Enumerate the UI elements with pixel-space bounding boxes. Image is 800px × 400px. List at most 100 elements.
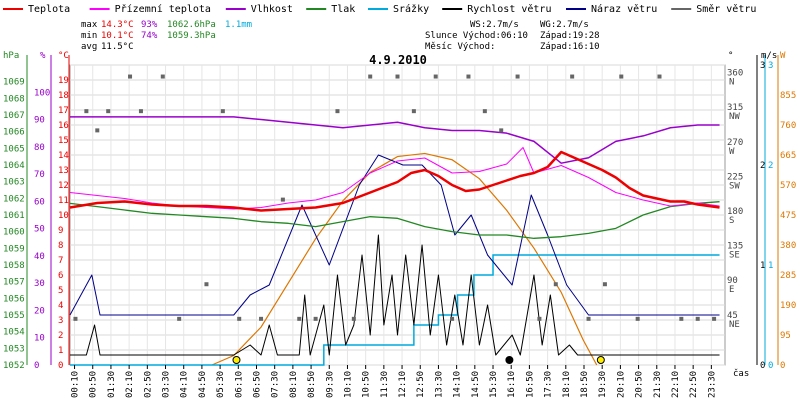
wind-direction-point (280, 197, 285, 202)
time-tick-label: 08:50 (307, 371, 317, 398)
temperature-tick-label: 14 (58, 151, 69, 161)
wind-direction-point (411, 109, 416, 114)
wind-direction-point (635, 316, 640, 321)
temperature-tick-label: 15 (58, 136, 69, 146)
wind-direction-point (450, 316, 455, 321)
time-tick-label: 06:10 (234, 371, 244, 398)
wind-direction-point (313, 316, 318, 321)
stat-avg-temp: 11.5°C (101, 42, 134, 52)
humidity-tick-label: 90 (34, 116, 45, 126)
wind-speed-line (70, 234, 720, 356)
legend-label: Směr větru (696, 3, 756, 15)
temperature-axis-unit: °C (58, 51, 69, 61)
time-tick-label: 01:30 (107, 371, 117, 398)
temperature-tick-label: 13 (58, 166, 69, 176)
wind-direction-point (433, 74, 438, 79)
direction-tick-label: 360 (727, 69, 743, 79)
humidity-tick-label: 40 (34, 252, 45, 262)
axes-layer: 1069106810671066106510641063106210611060… (3, 55, 796, 398)
chart-title: 4.9.2010 (369, 53, 427, 67)
time-tick-label: 14:10 (453, 371, 463, 398)
time-tick-label: 14:50 (471, 371, 481, 398)
series-layer (69, 74, 720, 366)
temperature-tick-label: 11 (58, 196, 69, 206)
humidity-tick-label: 70 (34, 170, 45, 180)
wind-direction-point (619, 74, 624, 79)
solar-tick-label: 95 (780, 331, 791, 341)
temperature-tick-label: 0 (58, 361, 63, 371)
pressure-tick-label: 1065 (3, 144, 25, 154)
temperature-tick-label: 2 (58, 331, 63, 341)
time-tick-label: 08:10 (289, 371, 299, 398)
direction-tick-label: 180 (727, 207, 743, 217)
rain-cumulative-line (70, 254, 720, 366)
pressure-tick-label: 1061 (3, 211, 25, 221)
legend: Teplota Přízemní teplota Vlhkost Tlak Srážky… (3, 3, 756, 15)
wind-axis-unit: m/s (761, 51, 777, 61)
info-wind-gust: WG:2.7m/s (540, 20, 589, 30)
info-block: WS:2.7m/s WG:2.7m/s Slunce Východ:06:10 … (425, 20, 600, 52)
wind-tick-label: 3 (760, 61, 765, 71)
wind-tick-label: 2 (760, 161, 765, 171)
temperature-tick-label: 5 (58, 286, 63, 296)
sunset-marker (596, 356, 605, 364)
time-tick-label: 22:10 (671, 371, 681, 398)
legend-label: Srážky (393, 3, 429, 15)
direction-tick-name: S (729, 216, 734, 226)
legend-label: Přízemní teplota (115, 3, 211, 15)
stat-avg-label: avg (81, 42, 97, 52)
direction-axis-unit: ° (728, 51, 733, 61)
direction-tick-label: 45 (727, 311, 738, 321)
time-tick-label: 19:30 (598, 371, 608, 398)
stat-max-rain: 1.1mm (225, 20, 252, 30)
wind-direction-point (220, 109, 225, 114)
wind-direction-point (586, 316, 591, 321)
info-sunset: Západ:19:28 (540, 31, 600, 41)
solar-tick-label: 0 (780, 361, 785, 371)
wind-direction-point (395, 74, 400, 79)
solar-tick-label: 760 (780, 121, 796, 131)
time-tick-label: 04:50 (198, 371, 208, 398)
time-tick-label: 22:50 (689, 371, 699, 398)
pressure-tick-label: 1067 (3, 111, 25, 121)
time-tick-label: 09:30 (325, 371, 335, 398)
legend-label: Rychlost větru (467, 3, 551, 15)
time-tick-label: 16:50 (525, 371, 535, 398)
direction-tick-label: 315 (727, 103, 743, 113)
wind-direction-point (466, 74, 471, 79)
solar-tick-label: 285 (780, 271, 796, 281)
wind-direction-point (177, 316, 182, 321)
time-tick-label: 15:30 (489, 371, 499, 398)
pressure-tick-label: 1064 (3, 161, 25, 171)
solar-tick-label: 190 (780, 301, 796, 311)
time-tick-label: 17:30 (544, 371, 554, 398)
wind-direction-point (679, 316, 684, 321)
temperature-tick-label: 6 (58, 271, 63, 281)
legend-label: Teplota (28, 4, 70, 15)
humidity-axis-unit: % (40, 51, 46, 61)
direction-tick-name: N (729, 78, 734, 88)
time-tick-label: 21:30 (653, 371, 663, 398)
stat-min-temp: 10.1°C (101, 31, 134, 41)
wind-direction-point (259, 316, 264, 321)
wind-gust-line (69, 154, 720, 316)
wind-direction-point (335, 109, 340, 114)
pressure-tick-label: 1057 (3, 278, 25, 288)
legend-label: Náraz větru (591, 3, 657, 15)
pressure-tick-label: 1055 (3, 311, 25, 321)
solar-tick-label: 380 (780, 241, 796, 251)
pressure-tick-label: 1066 (3, 128, 25, 138)
humidity-tick-label: 0 (34, 361, 39, 371)
time-tick-label: 05:30 (216, 371, 226, 398)
direction-tick-label: 135 (727, 242, 743, 252)
wind-direction-point (553, 282, 558, 287)
time-tick-label: 18:50 (580, 371, 590, 398)
time-tick-label: 13:30 (434, 371, 444, 398)
wind-direction-point (297, 316, 302, 321)
wind-direction-point (84, 109, 89, 114)
moonset-marker (505, 356, 514, 364)
time-tick-label: 07:30 (271, 371, 281, 398)
wind-direction-point (351, 316, 356, 321)
wind-tick-label: 0 (760, 361, 765, 371)
